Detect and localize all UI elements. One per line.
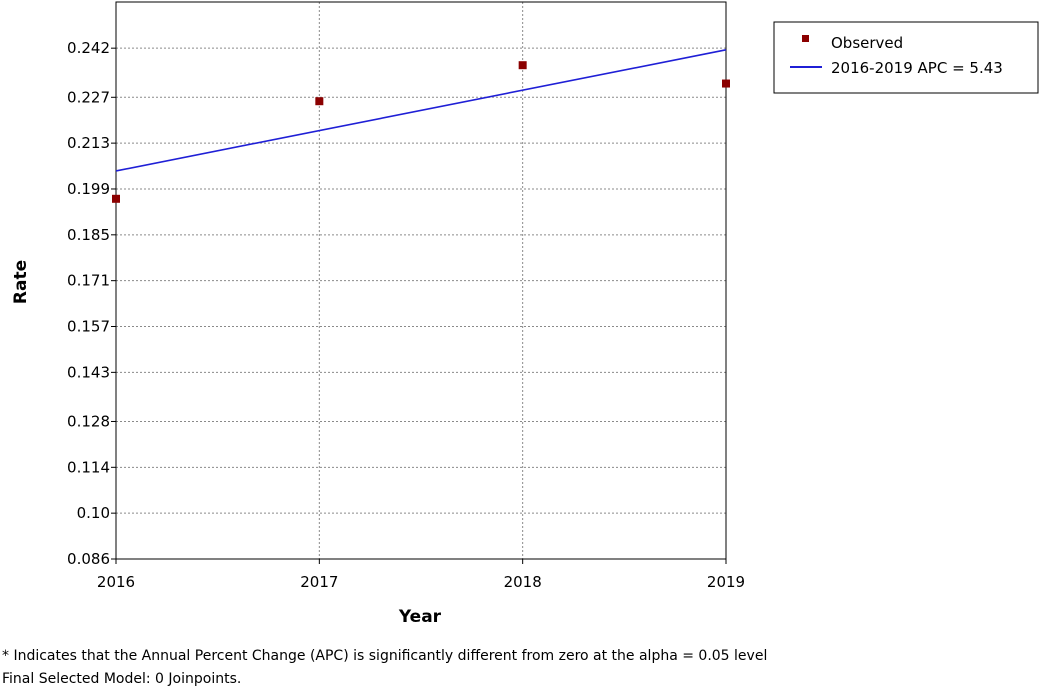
y-tick-label: 0.242 xyxy=(67,39,110,57)
y-tick-label: 0.10 xyxy=(77,504,110,522)
x-tick-label: 2018 xyxy=(504,573,542,591)
grid xyxy=(116,2,726,559)
x-axis-ticks: 2016 2017 2018 2019 xyxy=(97,559,745,591)
legend-box xyxy=(773,21,1039,94)
x-tick-label: 2017 xyxy=(300,573,338,591)
observed-point xyxy=(518,61,527,70)
y-tick-label: 0.157 xyxy=(67,318,110,336)
legend-observed-label: Observed xyxy=(831,34,903,52)
x-axis-label: Year xyxy=(398,607,442,627)
footnote-model: Final Selected Model: 0 Joinpoints. xyxy=(2,671,242,687)
observed-point xyxy=(112,194,120,203)
y-tick-label: 0.227 xyxy=(67,88,110,106)
observed-point xyxy=(722,79,730,88)
trend-line xyxy=(115,49,727,172)
y-tick-label: 0.199 xyxy=(67,180,110,198)
observed-point xyxy=(315,97,324,106)
series xyxy=(112,49,730,203)
y-tick-label: 0.114 xyxy=(67,458,110,476)
y-tick-label: 0.171 xyxy=(67,272,110,290)
legend: Observed 2016-2019 APC = 5.43 xyxy=(773,21,1039,94)
y-tick-label: 0.086 xyxy=(67,550,110,568)
y-axis-label: Rate xyxy=(11,260,31,304)
footnote-significance: * Indicates that the Annual Percent Chan… xyxy=(2,648,768,664)
legend-trend-label: 2016-2019 APC = 5.43 xyxy=(831,59,1003,77)
x-tick-label: 2016 xyxy=(97,573,135,591)
x-tick-label: 2019 xyxy=(707,573,745,591)
y-tick-label: 0.213 xyxy=(67,134,110,152)
y-tick-label: 0.128 xyxy=(67,412,110,430)
legend-observed-marker xyxy=(802,35,809,42)
y-tick-label: 0.143 xyxy=(67,363,110,381)
y-tick-label: 0.185 xyxy=(67,226,110,244)
y-axis-ticks: 0.086 0.10 0.114 0.128 0.143 0.157 0.171 0.185 0… xyxy=(67,39,116,568)
